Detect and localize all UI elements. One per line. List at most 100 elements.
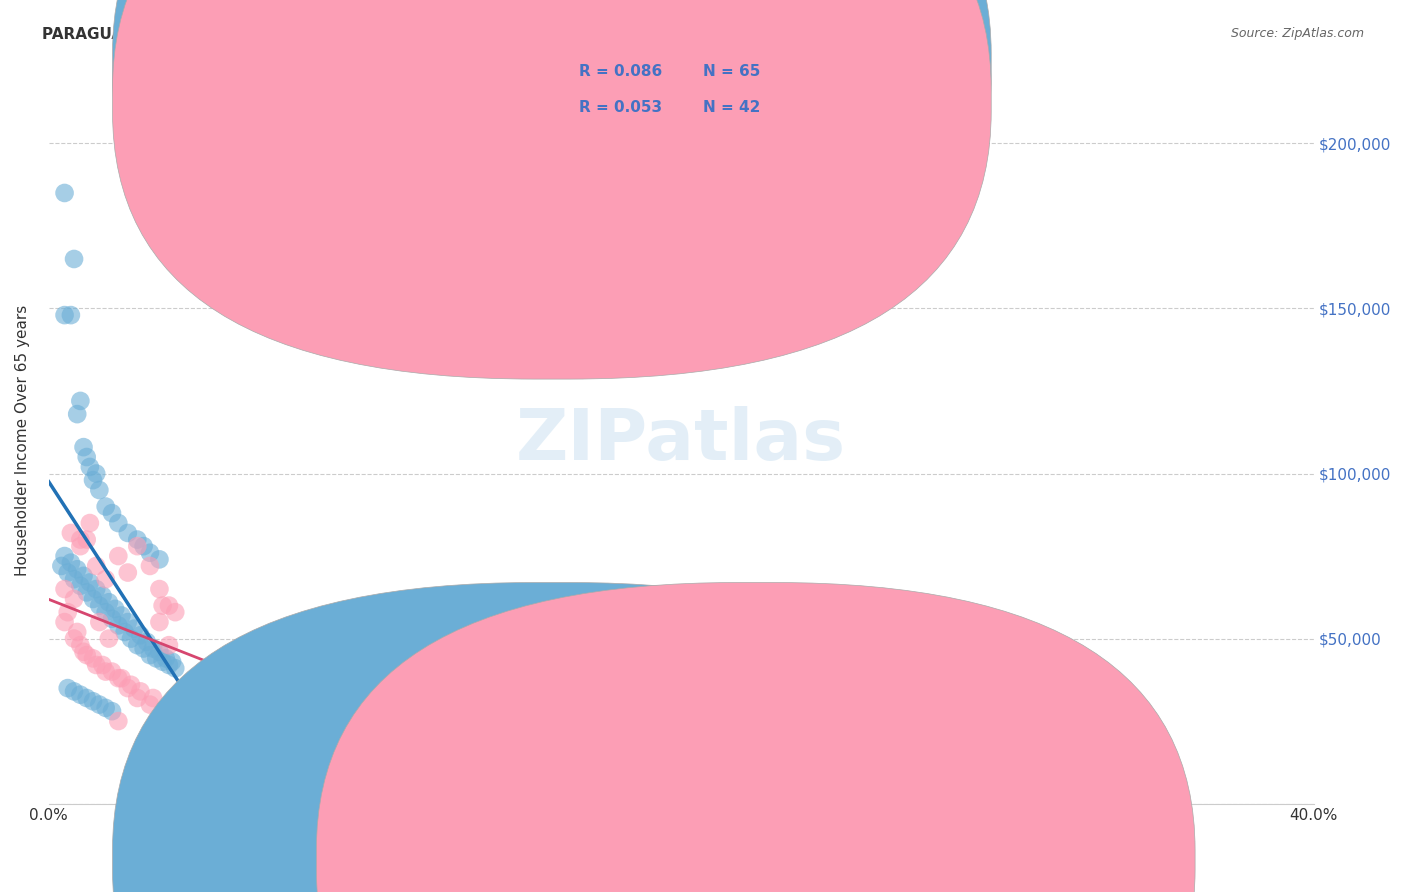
Point xyxy=(51,558,73,573)
Point xyxy=(76,648,98,662)
Point xyxy=(94,605,117,619)
Point xyxy=(110,671,132,685)
Point xyxy=(69,638,91,652)
Text: R = 0.086: R = 0.086 xyxy=(579,64,662,79)
Point xyxy=(129,628,152,642)
Y-axis label: Householder Income Over 65 years: Householder Income Over 65 years xyxy=(15,305,30,576)
Point xyxy=(157,657,180,672)
Text: N = 65: N = 65 xyxy=(703,64,761,79)
Point xyxy=(101,665,124,679)
Point xyxy=(56,605,79,619)
Point xyxy=(94,665,117,679)
Point xyxy=(69,539,91,553)
Point xyxy=(97,595,120,609)
Point xyxy=(66,562,89,576)
Point xyxy=(82,651,104,665)
Point xyxy=(84,467,107,481)
Point xyxy=(89,615,111,629)
Point xyxy=(127,691,149,706)
Point xyxy=(101,612,124,626)
Point xyxy=(101,704,124,718)
Point xyxy=(155,651,177,665)
Point xyxy=(127,638,149,652)
Point xyxy=(120,632,142,646)
Point xyxy=(157,638,180,652)
Point xyxy=(56,681,79,695)
Point xyxy=(97,632,120,646)
Point xyxy=(69,393,91,408)
Point xyxy=(56,566,79,580)
Point xyxy=(82,473,104,487)
Point xyxy=(89,483,111,497)
Point xyxy=(117,566,139,580)
Point xyxy=(72,440,94,454)
Text: PARAGUAYAN VS POTAWATOMI HOUSEHOLDER INCOME OVER 65 YEARS CORRELATION CHART: PARAGUAYAN VS POTAWATOMI HOUSEHOLDER INC… xyxy=(42,27,841,42)
Point xyxy=(63,684,86,698)
Point xyxy=(72,645,94,659)
Point xyxy=(63,632,86,646)
Point xyxy=(66,624,89,639)
Point xyxy=(104,602,127,616)
Point xyxy=(132,641,155,656)
Text: Potawatomi: Potawatomi xyxy=(787,841,877,856)
Point xyxy=(69,688,91,702)
Point xyxy=(157,599,180,613)
Point xyxy=(53,186,76,200)
Point xyxy=(148,552,170,566)
Point xyxy=(165,605,187,619)
Point xyxy=(145,651,167,665)
Point xyxy=(94,500,117,514)
Point xyxy=(76,691,98,706)
Point xyxy=(63,591,86,606)
Text: Source: ZipAtlas.com: Source: ZipAtlas.com xyxy=(1230,27,1364,40)
Point xyxy=(89,698,111,712)
Point xyxy=(79,575,101,590)
Point xyxy=(94,701,117,715)
Point xyxy=(107,671,129,685)
Point xyxy=(139,648,162,662)
Point xyxy=(76,450,98,464)
Point xyxy=(135,635,157,649)
Point xyxy=(139,546,162,560)
Point xyxy=(127,533,149,547)
Point xyxy=(148,615,170,629)
Point xyxy=(91,657,114,672)
Point xyxy=(89,599,111,613)
Point xyxy=(84,657,107,672)
Point xyxy=(122,622,145,636)
Point xyxy=(79,459,101,474)
Point xyxy=(79,516,101,530)
Point xyxy=(94,572,117,586)
Point xyxy=(91,589,114,603)
Point xyxy=(148,582,170,596)
Point xyxy=(53,308,76,322)
Point xyxy=(160,655,183,669)
Point xyxy=(107,549,129,563)
Point xyxy=(142,641,165,656)
Point xyxy=(53,582,76,596)
Point xyxy=(139,558,162,573)
Text: Paraguayans: Paraguayans xyxy=(591,841,689,856)
Point xyxy=(139,698,162,712)
Point xyxy=(107,516,129,530)
Point xyxy=(120,678,142,692)
Point xyxy=(59,525,82,540)
Point xyxy=(152,655,174,669)
Text: R = 0.053: R = 0.053 xyxy=(579,100,662,115)
Point xyxy=(84,558,107,573)
Point xyxy=(110,608,132,623)
Point xyxy=(148,645,170,659)
Point xyxy=(117,525,139,540)
Point xyxy=(127,539,149,553)
Text: N = 42: N = 42 xyxy=(703,100,761,115)
Point xyxy=(66,407,89,421)
Point xyxy=(101,506,124,520)
Point xyxy=(53,615,76,629)
Point xyxy=(107,714,129,728)
Point xyxy=(82,694,104,708)
Point xyxy=(142,691,165,706)
Point xyxy=(72,569,94,583)
Point xyxy=(63,572,86,586)
Point xyxy=(117,615,139,629)
Point xyxy=(82,591,104,606)
